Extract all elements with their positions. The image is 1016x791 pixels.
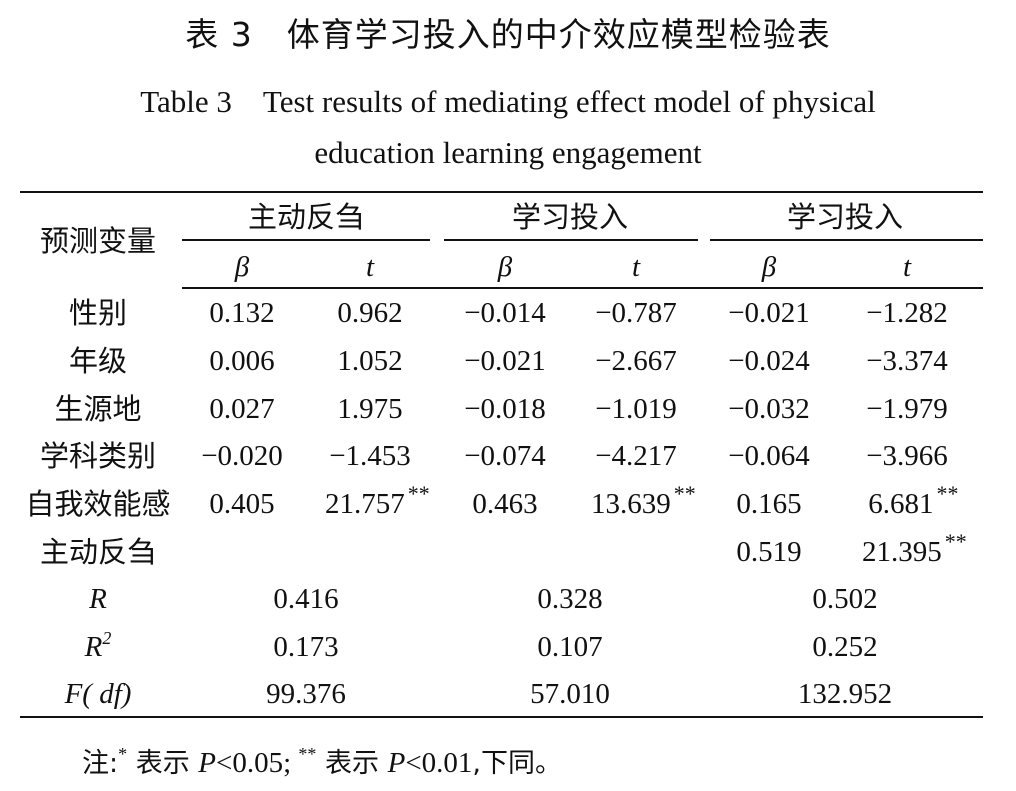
group-rule-2 [444, 239, 698, 241]
table-cell: −0.032 [728, 393, 810, 425]
table-cell: 13.639 ** [590, 481, 696, 520]
beta-header: β [761, 251, 777, 283]
significance-stars: ** [936, 481, 959, 506]
table-cell: 0.463 [472, 488, 538, 520]
beta-header: β [497, 251, 513, 283]
beta-header: β [234, 251, 250, 283]
table-cell: −0.021 [728, 297, 810, 329]
significance-stars: ** [673, 481, 696, 506]
table-cell: −0.787 [595, 297, 677, 329]
t-header: t [365, 251, 375, 283]
predictor-header: 预测变量 [39, 224, 157, 258]
group-header: 学习投入 [511, 200, 629, 234]
stat-value: 0.252 [812, 631, 878, 663]
table-cell: 0.519 [736, 536, 802, 568]
top-rule [20, 191, 983, 193]
table-note: 注:* 表示 P<0.05; ** 表示 P<0.01,下同。 [82, 744, 563, 779]
table-title-en-line1: Table 3 Test results of mediating effect… [140, 84, 876, 119]
table-cell: −3.966 [866, 440, 948, 472]
row-label: 年级 [68, 344, 128, 378]
table-cell: 0.962 [337, 297, 403, 329]
significance-stars: ** [944, 529, 967, 554]
t-header: t [902, 251, 912, 283]
header-rule [182, 287, 983, 289]
table-cell: −0.020 [201, 440, 283, 472]
table-cell: 1.975 [337, 393, 403, 425]
table-cell: −1.453 [329, 440, 411, 472]
group-rule-3 [710, 239, 983, 241]
table-cell: 0.405 [209, 488, 275, 520]
table-cell: 6.681 ** [868, 481, 959, 520]
table-cell: −0.018 [464, 393, 546, 425]
stat-label: R2 [84, 628, 112, 663]
stat-value: 0.416 [273, 583, 339, 615]
stat-label: R [89, 583, 107, 615]
stat-value: 99.376 [266, 678, 346, 710]
table-cell: −0.014 [464, 297, 546, 329]
table-cell: −0.074 [464, 440, 546, 472]
stat-value: 57.010 [530, 678, 610, 710]
table-cell: −3.374 [866, 345, 948, 377]
group-header: 主动反刍 [247, 200, 365, 234]
table-cell: −4.217 [595, 440, 677, 472]
group-header: 学习投入 [786, 200, 904, 234]
stat-value: 0.502 [812, 583, 878, 615]
table-title-en-line2: education learning engagement [314, 135, 702, 170]
table-cell: 0.027 [209, 393, 275, 425]
row-label: 生源地 [54, 392, 142, 426]
table-cell: 0.132 [209, 297, 275, 329]
table-cell: −1.979 [866, 393, 948, 425]
row-label: 学科类别 [39, 439, 157, 473]
row-label: 主动反刍 [39, 535, 157, 569]
row-label: 自我效能感 [25, 487, 171, 521]
row-label: 性别 [68, 296, 128, 330]
t-header: t [631, 251, 641, 283]
table-cell: −0.021 [464, 345, 546, 377]
stat-value: 132.952 [797, 678, 893, 710]
group-rule-1 [182, 239, 430, 241]
bottom-rule [20, 716, 983, 718]
table-cell: 0.006 [209, 345, 275, 377]
table-cell: 1.052 [337, 345, 403, 377]
table-cell: −1.019 [595, 393, 677, 425]
table-cell: 0.165 [736, 488, 802, 520]
table-cell: −2.667 [595, 345, 677, 377]
table-cell: 21.757 ** [324, 481, 430, 520]
table-cell: −0.064 [728, 440, 810, 472]
stat-value: 0.173 [273, 631, 339, 663]
significance-stars: ** [407, 481, 430, 506]
stat-label: F( df) [64, 678, 132, 710]
table-title-cn: 表 3 体育学习投入的中介效应模型检验表 [185, 15, 831, 54]
table-cell: −0.024 [728, 345, 810, 377]
table-cell: −1.282 [866, 297, 948, 329]
table-cell: 21.395 ** [861, 529, 967, 568]
stat-value: 0.328 [537, 583, 603, 615]
stat-value: 0.107 [537, 631, 603, 663]
